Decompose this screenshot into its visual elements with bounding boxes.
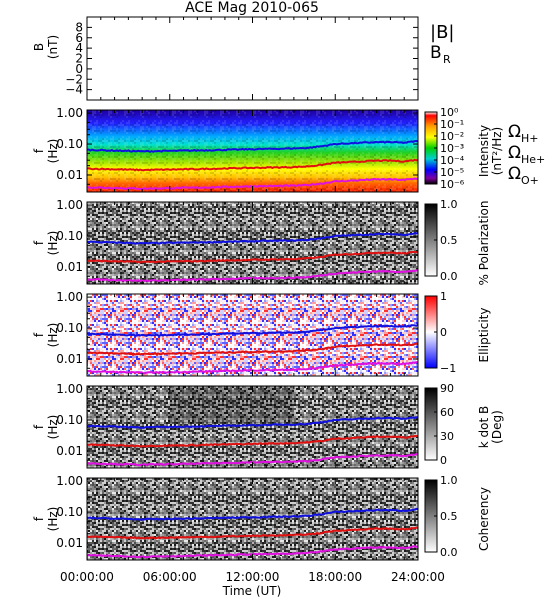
y-tick-label: 4 [75,41,83,55]
colorbar-tick-label: 30 [440,430,454,443]
colorbar-tick-label: 1.0 [440,474,458,487]
y-tick-label: 0.10 [56,321,83,335]
x-tick-label: 06:00:00 [143,570,197,584]
y-tick-label: 0.10 [56,505,83,519]
legend-omega-sub-1: He+ [521,153,545,166]
legend-omega-1: Ω [508,143,521,163]
y-tick-label: 0.10 [56,413,83,427]
legend-omega-0: Ω [508,122,521,142]
colorbar-label: Intensity [477,125,491,177]
x-tick-label: 18:00:00 [308,570,362,584]
colorbar-label: Coherency [477,487,491,551]
y-tick-label: 1.00 [56,198,83,212]
colorbar-label: k dot B [477,406,491,448]
gyrofrequency-line-hplus [86,323,419,337]
colorbar-tick-label: 10⁻³ [440,142,464,155]
x-tick-label: 12:00:00 [226,570,280,584]
y-tick-label: 0.01 [56,168,83,182]
colorbar-tick-label: 10⁻¹ [440,118,464,131]
y-tick-label: 8 [75,20,83,34]
legend-omega-sub-0: H+ [521,132,539,145]
colorbar-unit: (Deg) [490,410,504,444]
y-axis-label: f [32,332,46,337]
spectrogram-dark-band [169,386,294,423]
gyrofrequency-line-heplus [86,526,419,540]
y-axis-unit: (Hz) [46,139,60,164]
y-axis-label: f [32,516,46,521]
colorbar-tick-label: 60 [440,406,454,419]
colorbar-tick-label: 10⁻⁶ [440,178,465,191]
legend-btotal: |B| [430,22,454,43]
colorbar-tick-label: 0.0 [440,270,458,283]
legend-br-subscript: R [443,53,451,66]
colorbar-tick-label: 0.5 [440,510,458,523]
colorbar-tick-label: 10⁻² [440,130,464,143]
legend-omega-2: Ω [508,164,521,184]
x-tick-label: 24:00:00 [391,570,445,584]
colorbar-tick-label: 10⁰ [440,106,459,119]
colorbar-label: Ellipticity [477,308,491,363]
gyrofrequency-line-hplus [86,231,419,245]
colorbar-tick-label: 0 [440,454,447,467]
colorbar-label: % Polarization [477,201,491,286]
gyrofrequency-line-hplus [86,507,419,521]
y-tick-label: 0.10 [56,229,83,243]
gyrofrequency-line-heplus [86,158,419,172]
colorbar-tick-label: 90 [440,382,454,395]
colorbar-k-dot-b [424,387,438,461]
gyrofrequency-line-heplus [86,342,419,356]
page-title: ACE Mag 2010-065 [185,0,319,16]
y-axis-label: f [32,240,46,245]
colorbar-tick-label: 1.0 [440,198,458,211]
y-tick-label: 6 [75,31,83,45]
legend-omega-sub-2: O+ [521,174,539,187]
gyrofrequency-line-heplus [86,434,419,448]
y-axis-unit: (Hz) [46,415,60,440]
y-tick-label: −4 [65,83,83,97]
y-tick-label: 1.00 [56,106,83,120]
legend-br: B [430,43,442,63]
colorbar-tick-label: 0 [440,326,447,339]
colorbar-tick-label: 0.0 [440,546,458,559]
y-tick-label: 0.01 [56,444,83,458]
x-axis-label: Time (UT) [222,584,282,598]
gyrofrequency-line-hplus [86,416,419,429]
y-tick-label: 0.01 [56,260,83,274]
y-tick-label: 1.00 [56,382,83,396]
y-axis-label: B [32,43,46,51]
y-tick-label: 0.01 [56,352,83,366]
panel-field-magnetic [86,16,419,101]
gyrofrequency-line-heplus [87,251,419,264]
y-axis-unit: (Hz) [46,323,60,348]
y-axis-unit: (Hz) [46,507,60,532]
colorbar-tick-label: 1 [440,290,447,303]
y-tick-label: 0.10 [56,137,83,151]
gyrofrequency-line-hplus [86,139,419,153]
y-axis-label: f [32,424,46,429]
y-axis-unit: (nT) [46,35,60,59]
y-axis-label: f [32,148,46,153]
y-tick-label: 0 [75,62,83,76]
y-tick-label: 2 [75,52,83,66]
y-tick-label: 0.01 [56,536,83,550]
colorbar-tick-label: 0.5 [440,234,458,247]
colorbar-tick-label: 10⁻⁴ [440,154,465,167]
colorbar-tick-label: −1 [440,362,456,375]
y-tick-label: 1.00 [56,290,83,304]
y-tick-label: 1.00 [56,474,83,488]
x-tick-label: 00:00:00 [60,570,114,584]
colorbar-tick-label: 10⁻⁵ [440,166,464,179]
y-tick-label: −2 [65,72,83,86]
colorbar-unit: (nT²/Hz) [490,127,504,175]
y-axis-unit: (Hz) [46,231,60,256]
